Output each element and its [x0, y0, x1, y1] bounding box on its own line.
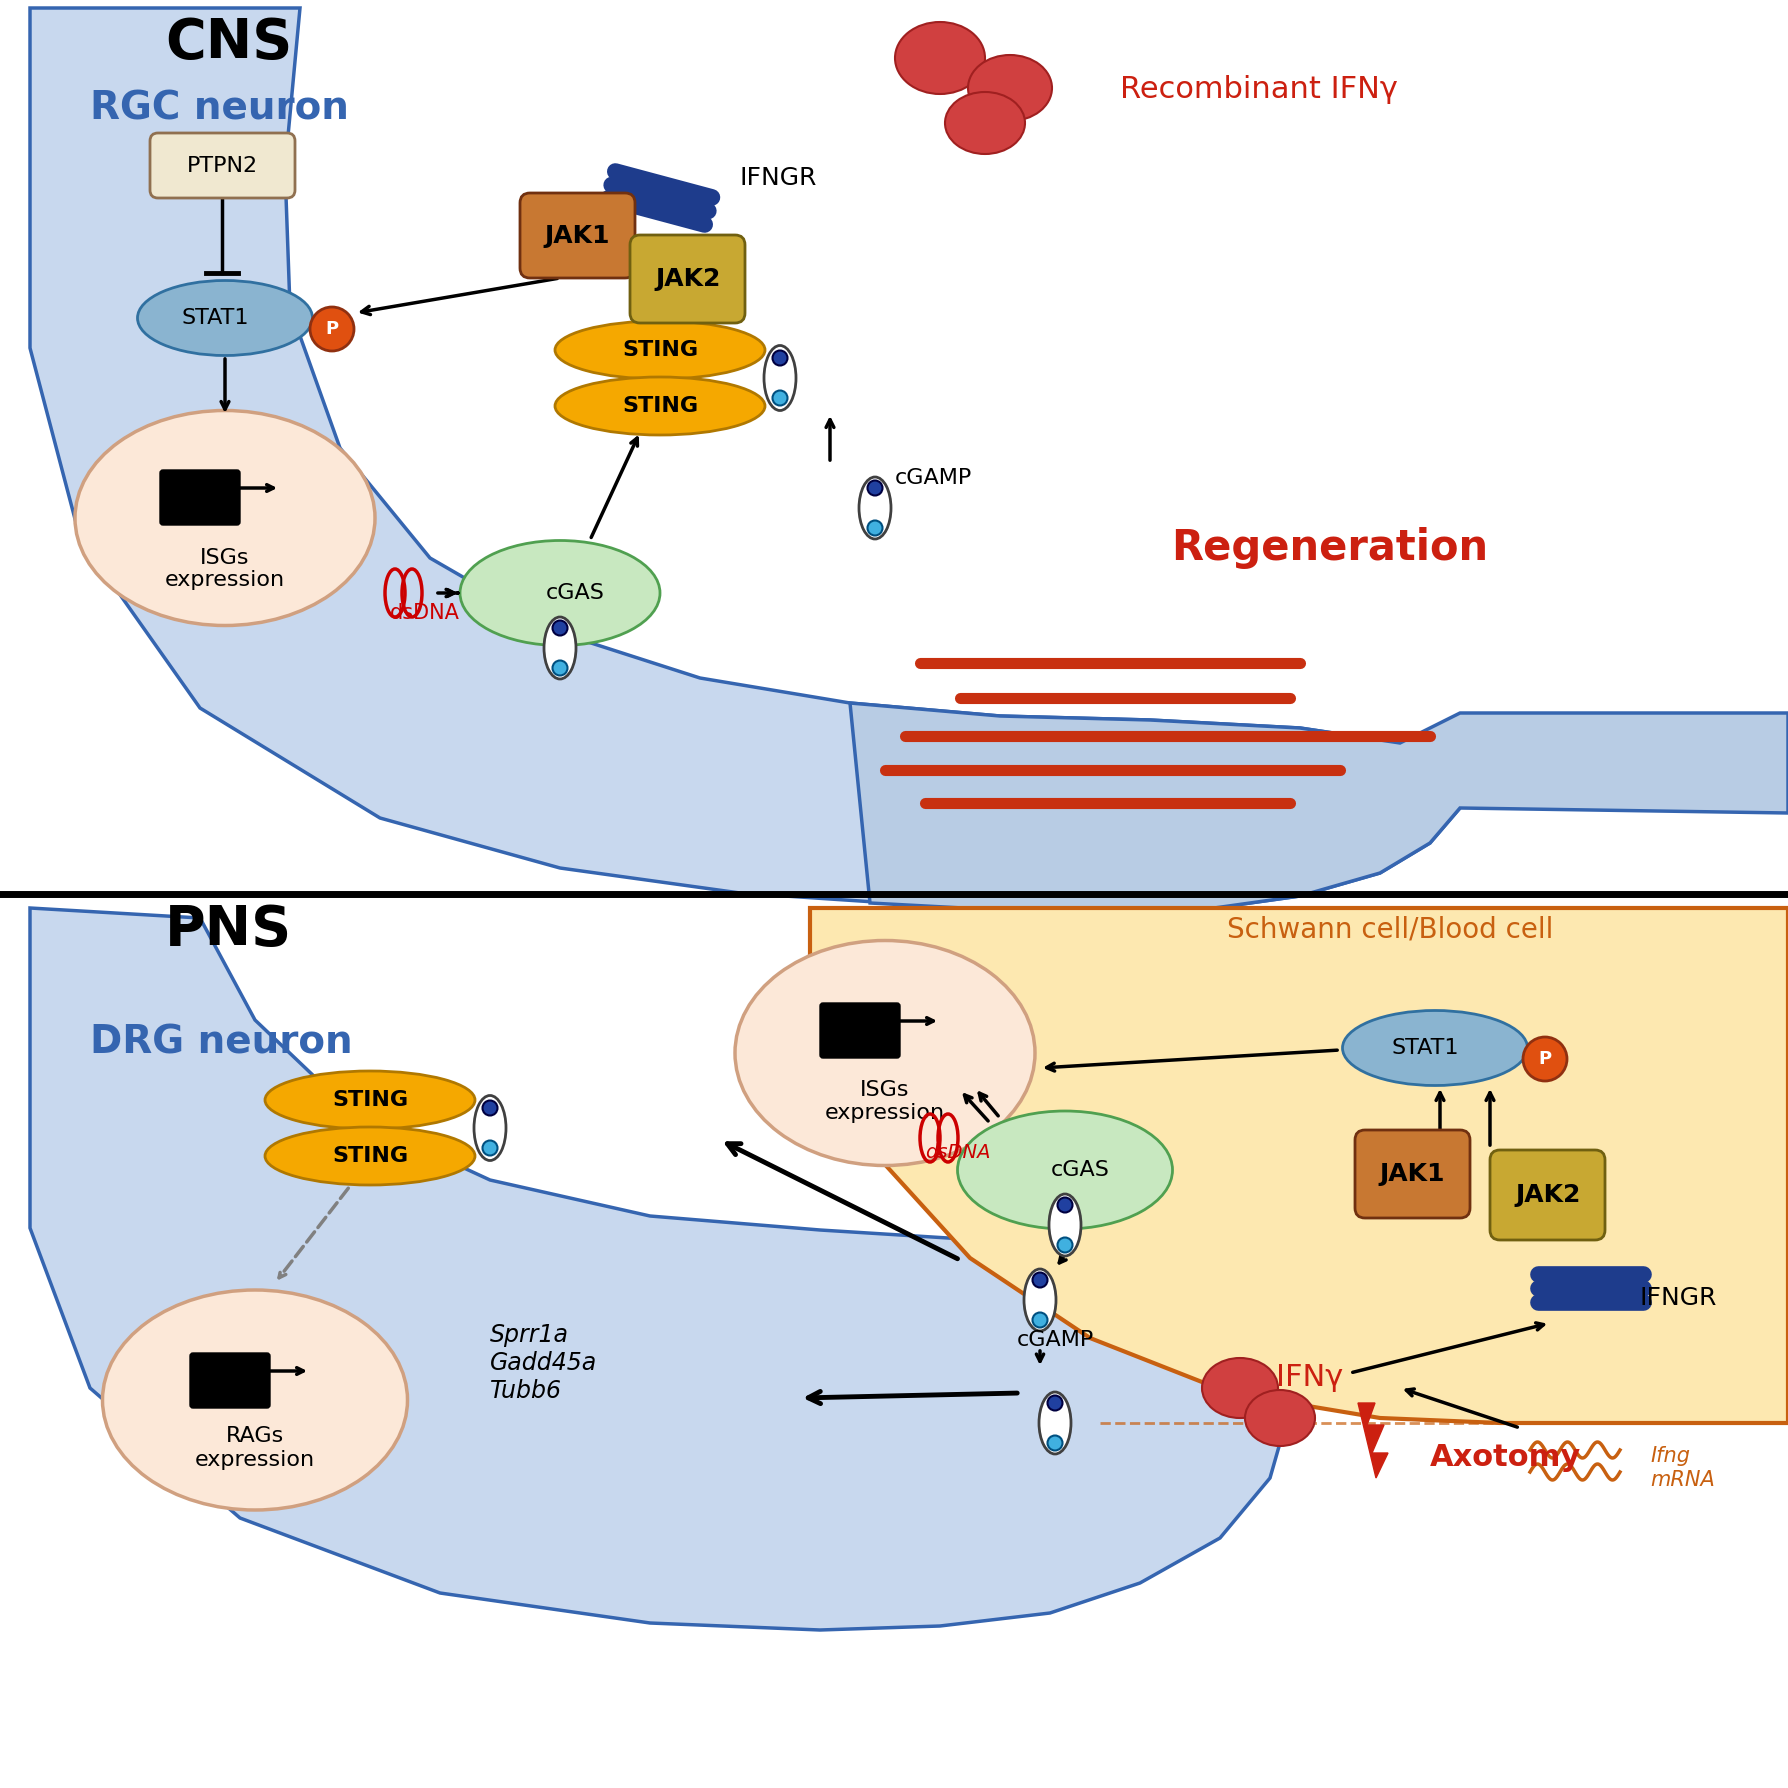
- Text: STING: STING: [333, 1091, 408, 1110]
- Text: cGAS: cGAS: [545, 583, 604, 603]
- Ellipse shape: [946, 91, 1025, 154]
- Text: PTPN2: PTPN2: [186, 156, 257, 175]
- Text: IFNγ: IFNγ: [1277, 1364, 1343, 1393]
- Ellipse shape: [1032, 1312, 1048, 1327]
- Polygon shape: [30, 908, 1289, 1631]
- Text: ISGs: ISGs: [860, 1080, 910, 1100]
- FancyBboxPatch shape: [190, 1354, 270, 1407]
- Polygon shape: [810, 908, 1788, 1423]
- Ellipse shape: [460, 540, 660, 645]
- Ellipse shape: [763, 345, 796, 411]
- Ellipse shape: [1057, 1237, 1073, 1253]
- Text: JAK1: JAK1: [544, 224, 610, 249]
- Ellipse shape: [1048, 1436, 1062, 1450]
- FancyBboxPatch shape: [821, 1003, 899, 1058]
- Ellipse shape: [1343, 1010, 1527, 1085]
- Ellipse shape: [772, 390, 787, 406]
- Ellipse shape: [265, 1071, 476, 1128]
- Text: Schwann cell/Blood cell: Schwann cell/Blood cell: [1227, 915, 1554, 944]
- Text: STING: STING: [333, 1146, 408, 1166]
- Text: RAGs: RAGs: [225, 1427, 284, 1446]
- Text: Sprr1a
Gadd45a
Tubb6: Sprr1a Gadd45a Tubb6: [490, 1323, 597, 1404]
- Ellipse shape: [544, 617, 576, 679]
- Text: Ifng
mRNA: Ifng mRNA: [1650, 1446, 1715, 1489]
- Ellipse shape: [1048, 1395, 1062, 1411]
- Ellipse shape: [1244, 1389, 1314, 1446]
- Text: P: P: [325, 320, 338, 338]
- Text: cGAMP: cGAMP: [896, 468, 973, 488]
- Polygon shape: [30, 7, 1461, 914]
- Ellipse shape: [265, 1126, 476, 1185]
- Ellipse shape: [483, 1100, 497, 1116]
- Ellipse shape: [552, 620, 567, 635]
- Text: expression: expression: [195, 1450, 315, 1470]
- Text: Recombinant IFNγ: Recombinant IFNγ: [1119, 75, 1398, 104]
- Text: STAT1: STAT1: [181, 308, 249, 327]
- Text: ISGs: ISGs: [200, 547, 250, 569]
- Ellipse shape: [772, 350, 787, 365]
- Text: JAK1: JAK1: [1379, 1162, 1445, 1185]
- Text: P: P: [1538, 1050, 1552, 1067]
- Text: dsDNA: dsDNA: [390, 603, 460, 622]
- Ellipse shape: [1202, 1359, 1278, 1418]
- Text: JAK2: JAK2: [656, 266, 721, 291]
- FancyBboxPatch shape: [159, 470, 240, 526]
- Polygon shape: [849, 703, 1788, 914]
- Text: CNS: CNS: [164, 16, 291, 70]
- Ellipse shape: [75, 411, 375, 626]
- Text: STING: STING: [622, 395, 697, 417]
- FancyBboxPatch shape: [1489, 1150, 1606, 1241]
- FancyBboxPatch shape: [520, 193, 635, 277]
- FancyBboxPatch shape: [629, 234, 746, 324]
- Ellipse shape: [735, 940, 1035, 1166]
- Ellipse shape: [552, 660, 567, 676]
- Text: IFNGR: IFNGR: [1640, 1286, 1718, 1311]
- Ellipse shape: [1050, 1194, 1082, 1255]
- Ellipse shape: [474, 1096, 506, 1160]
- Ellipse shape: [867, 520, 883, 535]
- Ellipse shape: [858, 477, 890, 538]
- Text: Regeneration: Regeneration: [1171, 527, 1489, 569]
- Text: Axotomy: Axotomy: [1430, 1443, 1581, 1473]
- Ellipse shape: [554, 322, 765, 379]
- Text: cGAS: cGAS: [1051, 1160, 1109, 1180]
- Ellipse shape: [1039, 1393, 1071, 1454]
- Text: PNS: PNS: [164, 903, 291, 957]
- Ellipse shape: [1025, 1269, 1057, 1330]
- Text: STAT1: STAT1: [1391, 1039, 1459, 1058]
- Ellipse shape: [867, 481, 883, 495]
- FancyBboxPatch shape: [1355, 1130, 1470, 1218]
- Ellipse shape: [1523, 1037, 1566, 1082]
- FancyBboxPatch shape: [150, 132, 295, 198]
- Ellipse shape: [554, 377, 765, 434]
- Text: IFNGR: IFNGR: [740, 166, 817, 190]
- Text: dsDNA: dsDNA: [924, 1144, 991, 1162]
- Text: expression: expression: [164, 570, 284, 590]
- Text: cGAMP: cGAMP: [1016, 1330, 1094, 1350]
- Ellipse shape: [102, 1289, 408, 1511]
- Ellipse shape: [138, 281, 313, 356]
- Ellipse shape: [483, 1141, 497, 1155]
- Ellipse shape: [309, 308, 354, 350]
- Ellipse shape: [967, 55, 1051, 122]
- Text: JAK2: JAK2: [1514, 1184, 1581, 1207]
- Text: DRG neuron: DRG neuron: [89, 1025, 352, 1062]
- Text: STING: STING: [622, 340, 697, 359]
- Ellipse shape: [1032, 1273, 1048, 1287]
- Ellipse shape: [1057, 1198, 1073, 1212]
- Ellipse shape: [958, 1110, 1173, 1228]
- Text: expression: expression: [824, 1103, 946, 1123]
- Text: RGC neuron: RGC neuron: [89, 89, 349, 127]
- Ellipse shape: [896, 21, 985, 95]
- Polygon shape: [1359, 1404, 1387, 1479]
